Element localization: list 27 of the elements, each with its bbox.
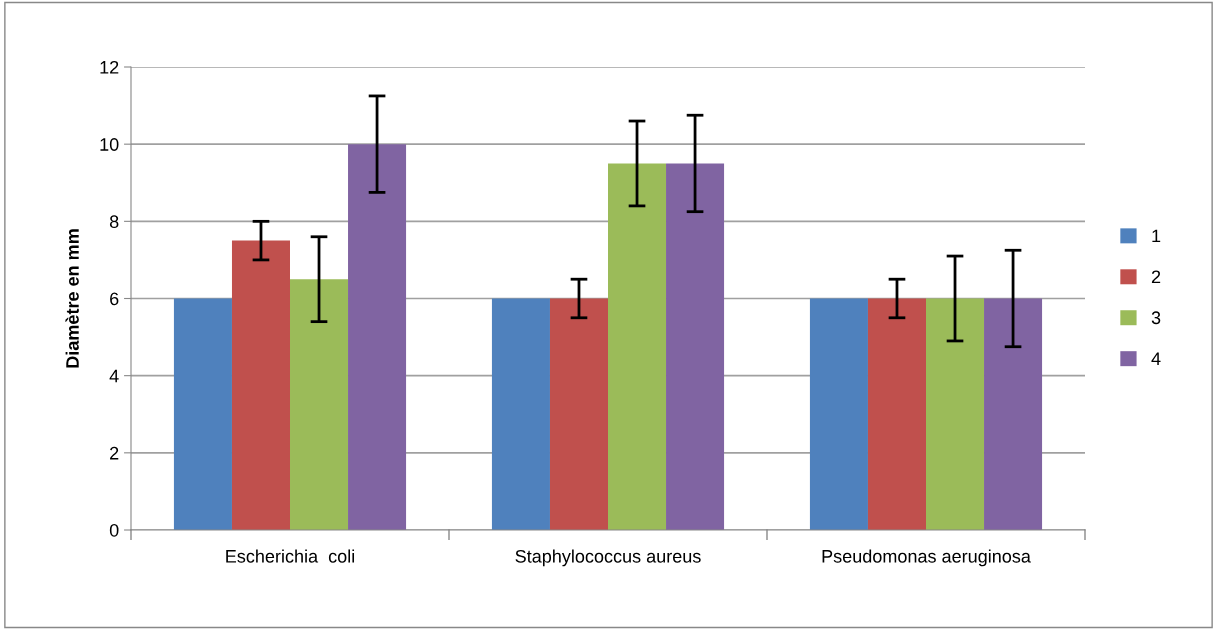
x-tick-label: Escherichia coli <box>226 549 355 563</box>
x-tick-label: Staphylococcus aureus <box>515 549 701 567</box>
bar <box>608 163 667 530</box>
bar <box>290 279 349 530</box>
y-axis-title: Diamètre en mm <box>65 229 79 368</box>
bar <box>549 298 608 530</box>
bar <box>173 298 232 530</box>
bar <box>666 163 725 530</box>
y-tick-label: 12 <box>100 60 119 74</box>
y-tick-label: 2 <box>110 446 119 460</box>
bar <box>926 298 985 530</box>
bar <box>809 298 868 530</box>
bar <box>231 240 290 530</box>
legend-label: 1 <box>1152 229 1161 243</box>
y-tick-label: 4 <box>109 369 119 383</box>
legend-label: 4 <box>1151 352 1161 365</box>
bar <box>867 298 926 530</box>
bar <box>984 298 1043 530</box>
y-tick-label: 0 <box>109 523 119 537</box>
y-tick-label: 10 <box>100 138 119 151</box>
bar <box>348 144 407 530</box>
x-tick-label: Pseudomonas aeruginosa <box>822 549 1031 567</box>
legend-label: 2 <box>1151 270 1161 284</box>
y-tick-label: 8 <box>109 215 119 229</box>
legend-label: 3 <box>1151 311 1161 325</box>
y-tick-label: 6 <box>110 292 119 306</box>
bar <box>491 298 550 530</box>
